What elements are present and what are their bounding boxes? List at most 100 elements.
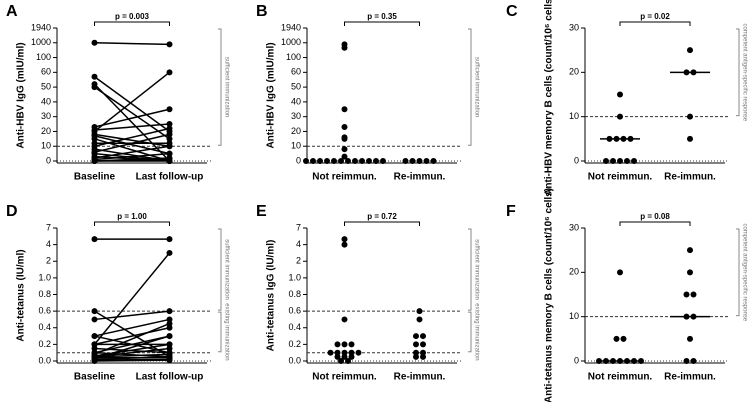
dot bbox=[166, 345, 173, 352]
dot bbox=[334, 349, 341, 356]
y-tick-label: 100 bbox=[286, 52, 301, 62]
pair-line bbox=[94, 127, 170, 147]
dot bbox=[687, 113, 693, 120]
y-tick-label: 60 bbox=[291, 67, 301, 77]
y-tick-label: 7 bbox=[296, 222, 301, 232]
panel: A Anti-HBV IgG (mIU/ml) 0 10 20 30 40 50 60 100 10… bbox=[6, 3, 229, 182]
panel-letter: E bbox=[256, 203, 267, 220]
dot bbox=[683, 291, 690, 298]
pair-line bbox=[94, 86, 170, 140]
y-tick-label: 20 bbox=[291, 126, 301, 136]
y-tick-label: 10 bbox=[569, 111, 579, 121]
dot bbox=[617, 269, 623, 276]
panel-letter: A bbox=[6, 3, 18, 20]
x-tick-label: Re-immun. bbox=[394, 172, 446, 183]
dot bbox=[166, 316, 173, 323]
dot bbox=[341, 146, 348, 153]
range-bracket bbox=[736, 228, 740, 317]
y-tick-label: 20 bbox=[41, 126, 51, 136]
dot bbox=[690, 358, 697, 364]
pair-line bbox=[94, 135, 170, 155]
dot bbox=[596, 358, 602, 364]
y-tick-label: 40 bbox=[291, 96, 301, 106]
y-axis-label: Anti-tetanus memory B cells (count/10⁶ c… bbox=[544, 188, 555, 402]
bracket-label: existing immunization bbox=[223, 303, 229, 360]
dot bbox=[341, 135, 348, 142]
dot bbox=[303, 158, 309, 164]
pair-line bbox=[94, 353, 170, 358]
y-tick-label: 20 bbox=[569, 267, 579, 277]
dot bbox=[352, 158, 358, 164]
y-tick-label: 4 bbox=[46, 239, 51, 249]
y-axis-label: Anti-tetanus (IU/ml) bbox=[16, 249, 27, 341]
y-tick-label: 4 bbox=[296, 239, 301, 249]
bracket-label: competent antigen-specific response bbox=[741, 23, 747, 121]
panel: B Anti-HBV IgG (mIU/ml) 0 10 20 30 40 50 60 100 10… bbox=[256, 3, 479, 182]
y-tick-label: 10 bbox=[291, 141, 301, 151]
dot bbox=[166, 249, 173, 256]
x-tick-label: Not reimmun. bbox=[312, 372, 377, 383]
y-tick-label: 0.6 bbox=[288, 306, 301, 316]
annotation: p = 0.003 bbox=[115, 12, 150, 21]
dot bbox=[91, 341, 98, 348]
bracket-label: sufficient immunization bbox=[473, 239, 479, 300]
range-bracket bbox=[468, 28, 472, 146]
y-tick-label: 30 bbox=[41, 111, 51, 121]
dot bbox=[166, 308, 173, 315]
y-tick-label: 50 bbox=[291, 81, 301, 91]
dot bbox=[683, 358, 690, 364]
dot bbox=[617, 91, 623, 98]
range-bracket bbox=[468, 228, 472, 311]
annotation: p = 0.35 bbox=[367, 12, 397, 21]
dot bbox=[166, 341, 173, 348]
range-bracket bbox=[468, 311, 472, 353]
dot bbox=[341, 349, 348, 356]
dot bbox=[341, 353, 348, 360]
pair-line bbox=[94, 310, 170, 321]
y-tick-label: 1940 bbox=[31, 22, 51, 32]
dot bbox=[416, 158, 423, 164]
dot bbox=[687, 247, 693, 254]
dot bbox=[345, 158, 351, 164]
pair-line bbox=[94, 335, 170, 360]
bracket-label: competent antigen-specific response bbox=[741, 223, 747, 321]
dot bbox=[327, 349, 334, 356]
y-tick-label: 0.2 bbox=[38, 339, 51, 349]
y-tick-label: 1.0 bbox=[38, 272, 51, 282]
range-bracket bbox=[218, 311, 222, 353]
dot bbox=[348, 353, 355, 360]
dot bbox=[341, 341, 348, 348]
y-tick-label: 30 bbox=[569, 222, 579, 232]
dot bbox=[341, 316, 348, 323]
dot bbox=[366, 158, 372, 164]
dot bbox=[416, 308, 423, 315]
pair-line bbox=[94, 123, 170, 131]
dot bbox=[341, 236, 348, 243]
dot bbox=[603, 158, 609, 164]
y-tick-label: 0.0 bbox=[288, 355, 301, 365]
dot bbox=[91, 345, 98, 352]
y-tick-label: 0.8 bbox=[38, 289, 51, 299]
panel: D Anti-tetanus (IU/ml) 0.0 0.2 0.4 0.6 0.8 1.0 2… bbox=[6, 203, 229, 382]
x-tick-label: Baseline bbox=[74, 172, 116, 183]
dot bbox=[334, 353, 341, 360]
panel: C Anti-HBV memory B cells (count/10⁶ cell… bbox=[506, 0, 747, 196]
dot bbox=[373, 158, 379, 164]
y-tick-label: 30 bbox=[291, 111, 301, 121]
y-tick-label: 50 bbox=[41, 81, 51, 91]
pair-line bbox=[94, 358, 170, 361]
dot bbox=[166, 324, 173, 331]
dot bbox=[166, 333, 173, 340]
x-tick-label: Not reimmun. bbox=[588, 372, 653, 383]
y-tick-label: 0.2 bbox=[288, 339, 301, 349]
range-bracket bbox=[736, 28, 740, 117]
dot bbox=[166, 106, 173, 113]
dot bbox=[166, 131, 173, 138]
annotation: p = 0.08 bbox=[640, 212, 670, 221]
pair-line bbox=[94, 42, 170, 46]
panel-letter: C bbox=[506, 3, 518, 20]
significance-bracket bbox=[94, 221, 170, 226]
dot bbox=[413, 341, 419, 348]
dot bbox=[91, 158, 98, 164]
dot bbox=[423, 158, 430, 164]
